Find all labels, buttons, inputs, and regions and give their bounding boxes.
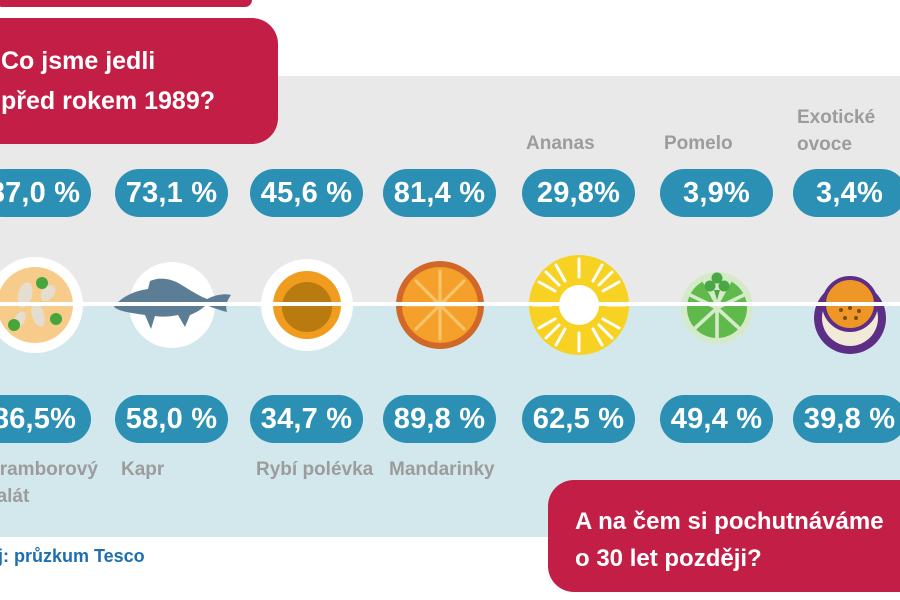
food-label: Exotické ovoce <box>797 107 876 155</box>
question-line: o 30 let později? <box>575 545 762 572</box>
pct-30-years-later: 62,5 % <box>522 395 635 443</box>
food-label: Mandarinky <box>389 459 495 480</box>
pct-before-1989: 45,6 % <box>250 169 363 217</box>
column-kapr: 73,1 % 58,0 % Kapr <box>113 0 231 600</box>
pct-30-years-later: 39,8 % <box>793 395 900 443</box>
pct-before-1989: 87,0 % <box>0 169 91 217</box>
column-mandarinky: 81,4 % 89,8 % Mandarinky <box>383 0 496 600</box>
pct-30-years-later: 58,0 % <box>115 395 228 443</box>
pct-30-years-later: 49,4 % <box>660 395 773 443</box>
question-line: před rokem 1989? <box>1 87 215 115</box>
timeline-divider-line <box>0 302 900 306</box>
food-label: Ananas <box>526 133 595 154</box>
food-label: Kapr <box>121 459 165 480</box>
pct-before-1989: 81,4 % <box>383 169 496 217</box>
column-ananas: Ananas 29,8% 62,5 % <box>522 0 635 600</box>
question-box-before-1989: Co jsme jedli před rokem 1989? <box>0 18 278 144</box>
source-text: Zdroj: průzkum Tesco <box>0 546 145 566</box>
food-label: Bramborový salát <box>0 459 98 507</box>
pct-before-1989: 3,9% <box>660 169 773 217</box>
pomelo-icon <box>680 272 753 344</box>
food-label: Pomelo <box>664 133 733 154</box>
pct-30-years-later: 86,5% <box>0 395 91 443</box>
food-label: Rybí polévka <box>256 459 374 480</box>
pct-before-1989: 73,1 % <box>115 169 228 217</box>
column-pomelo: Pomelo 3,9% 49,4 % <box>660 0 773 600</box>
pct-before-1989: 29,8% <box>522 169 635 217</box>
pct-before-1989: 3,4% <box>793 169 900 217</box>
column-exoticke-ovoce: Exotické ovoce 3,4% 39,8 % <box>793 0 900 600</box>
question-line: A na čem si pochutnáváme <box>575 508 884 535</box>
exotic-fruit-icon <box>813 276 886 354</box>
question-box-30-years-later: A na čem si pochutnáváme o 30 let pozděj… <box>548 480 900 592</box>
top-red-strip <box>0 0 252 7</box>
question-line: Co jsme jedli <box>1 47 156 75</box>
pct-30-years-later: 89,8 % <box>383 395 496 443</box>
pct-30-years-later: 34,7 % <box>250 395 363 443</box>
